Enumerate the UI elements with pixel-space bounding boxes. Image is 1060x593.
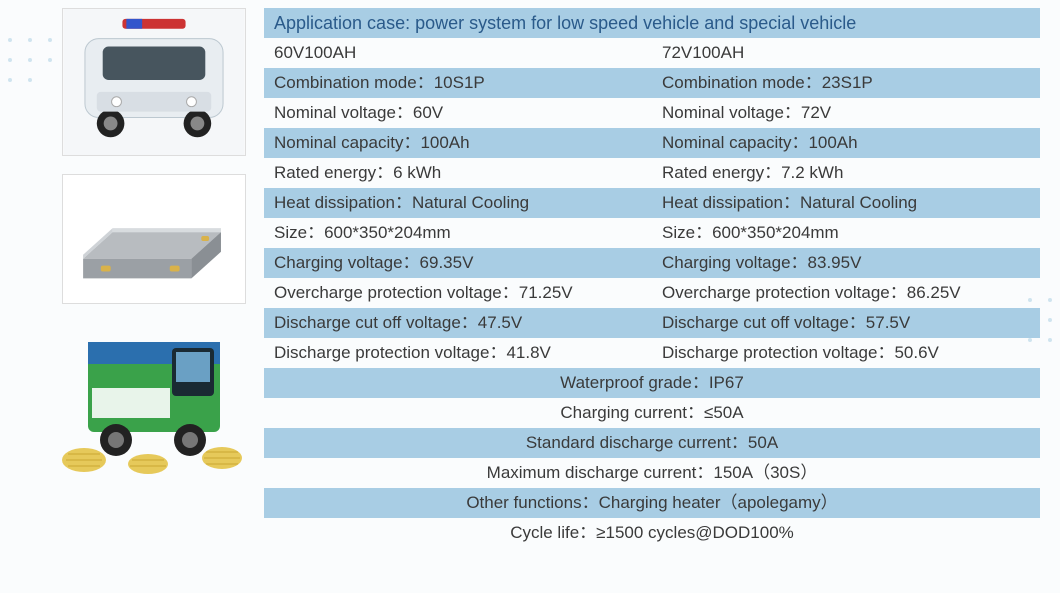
nominal-capacity-left: Nominal capacity：100Ah [264, 128, 652, 158]
overcharge-left: Overcharge protection voltage：71.25V [264, 278, 652, 308]
nominal-capacity-right: Nominal capacity：100Ah [652, 128, 1040, 158]
max-discharge: Maximum discharge current：150A（30S） [264, 458, 1040, 488]
discharge-cutoff-row: Discharge cut off voltage：47.5V Discharg… [264, 308, 1040, 338]
image-column [62, 8, 246, 548]
table-header-row: Application case: power system for low s… [264, 8, 1040, 38]
spec-table: Application case: power system for low s… [264, 8, 1040, 548]
size-row: Size：600*350*204mm Size：600*350*204mm [264, 218, 1040, 248]
rated-energy-row: Rated energy：6 kWh Rated energy：7.2 kWh [264, 158, 1040, 188]
overcharge-right: Overcharge protection voltage：86.25V [652, 278, 1040, 308]
size-left: Size：600*350*204mm [264, 218, 652, 248]
cycle-life: Cycle life：≥1500 cycles@DOD100% [264, 518, 1040, 548]
charging-current: Charging current：≤50A [264, 398, 1040, 428]
std-discharge: Standard discharge current：50A [264, 428, 1040, 458]
std-discharge-row: Standard discharge current：50A [264, 428, 1040, 458]
discharge-protection-row: Discharge protection voltage：41.8V Disch… [264, 338, 1040, 368]
charging-voltage-left: Charging voltage：69.35V [264, 248, 652, 278]
combination-left: Combination mode：10S1P [264, 68, 652, 98]
heat-left: Heat dissipation：Natural Cooling [264, 188, 652, 218]
heat-right: Heat dissipation：Natural Cooling [652, 188, 1040, 218]
max-discharge-row: Maximum discharge current：150A（30S） [264, 458, 1040, 488]
other-functions-row: Other functions：Charging heater（apolegam… [264, 488, 1040, 518]
rated-energy-left: Rated energy：6 kWh [264, 158, 652, 188]
rated-energy-right: Rated energy：7.2 kWh [652, 158, 1040, 188]
application-case: Application case: power system for low s… [264, 8, 1040, 38]
other-functions: Other functions：Charging heater（apolegam… [264, 488, 1040, 518]
discharge-protection-right: Discharge protection voltage：50.6V [652, 338, 1040, 368]
product-image-vehicle-sweeper [62, 322, 246, 480]
combination-row: Combination mode：10S1P Combination mode：… [264, 68, 1040, 98]
model-right: 72V100AH [652, 38, 1040, 68]
charging-current-row: Charging current：≤50A [264, 398, 1040, 428]
nominal-capacity-row: Nominal capacity：100Ah Nominal capacity：… [264, 128, 1040, 158]
discharge-cutoff-right: Discharge cut off voltage：57.5V [652, 308, 1040, 338]
nominal-voltage-row: Nominal voltage：60V Nominal voltage：72V [264, 98, 1040, 128]
product-image-vehicle-patrol [62, 8, 246, 156]
model-left: 60V100AH [264, 38, 652, 68]
charging-voltage-row: Charging voltage：69.35V Charging voltage… [264, 248, 1040, 278]
waterproof: Waterproof grade：IP67 [264, 368, 1040, 398]
combination-right: Combination mode：23S1P [652, 68, 1040, 98]
heat-row: Heat dissipation：Natural Cooling Heat di… [264, 188, 1040, 218]
discharge-protection-left: Discharge protection voltage：41.8V [264, 338, 652, 368]
size-right: Size：600*350*204mm [652, 218, 1040, 248]
overcharge-row: Overcharge protection voltage：71.25V Ove… [264, 278, 1040, 308]
product-image-battery-box [62, 174, 246, 304]
cycle-life-row: Cycle life：≥1500 cycles@DOD100% [264, 518, 1040, 548]
nominal-voltage-left: Nominal voltage：60V [264, 98, 652, 128]
model-row: 60V100AH 72V100AH [264, 38, 1040, 68]
discharge-cutoff-left: Discharge cut off voltage：47.5V [264, 308, 652, 338]
nominal-voltage-right: Nominal voltage：72V [652, 98, 1040, 128]
waterproof-row: Waterproof grade：IP67 [264, 368, 1040, 398]
charging-voltage-right: Charging voltage：83.95V [652, 248, 1040, 278]
